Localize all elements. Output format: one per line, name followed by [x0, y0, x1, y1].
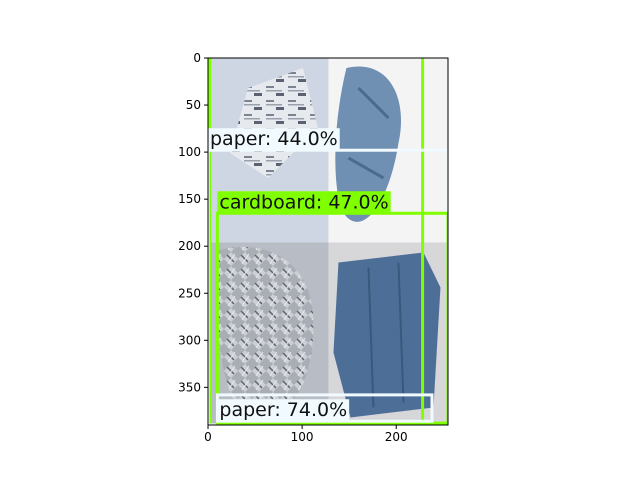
- detection-box-2: [215, 211, 448, 425]
- x-tick-label-2: 100: [291, 430, 314, 444]
- y-tick-label-6: 250: [178, 286, 201, 300]
- blue-cardboard-photo: [328, 242, 448, 425]
- y-tick-label-2: 50: [186, 98, 201, 112]
- axes-frame: [207, 57, 449, 426]
- y-tick-label-8: 350: [178, 380, 201, 394]
- detection-label-background-2: [217, 191, 391, 213]
- y-tick-label-3: 100: [178, 145, 201, 159]
- x-tick-label-3: 200: [385, 430, 408, 444]
- detection-label-3: paper: 74.0%: [219, 399, 347, 421]
- detection-label-background-1: [208, 128, 340, 150]
- y-tick-label-4: 150: [178, 192, 201, 206]
- detection-label-2: cardboard: 47.0%: [219, 191, 388, 213]
- detection-box-1: [208, 148, 448, 425]
- detection-label-background-3: [217, 399, 350, 421]
- detection-label-1: paper: 44.0%: [210, 128, 338, 150]
- x-tick-label-1: 0: [204, 430, 212, 444]
- y-tick-label-7: 300: [178, 333, 201, 347]
- y-tick-label-1: 0: [193, 51, 201, 65]
- y-tick-label-5: 200: [178, 239, 201, 253]
- aluminium-foil-photo: [208, 242, 329, 425]
